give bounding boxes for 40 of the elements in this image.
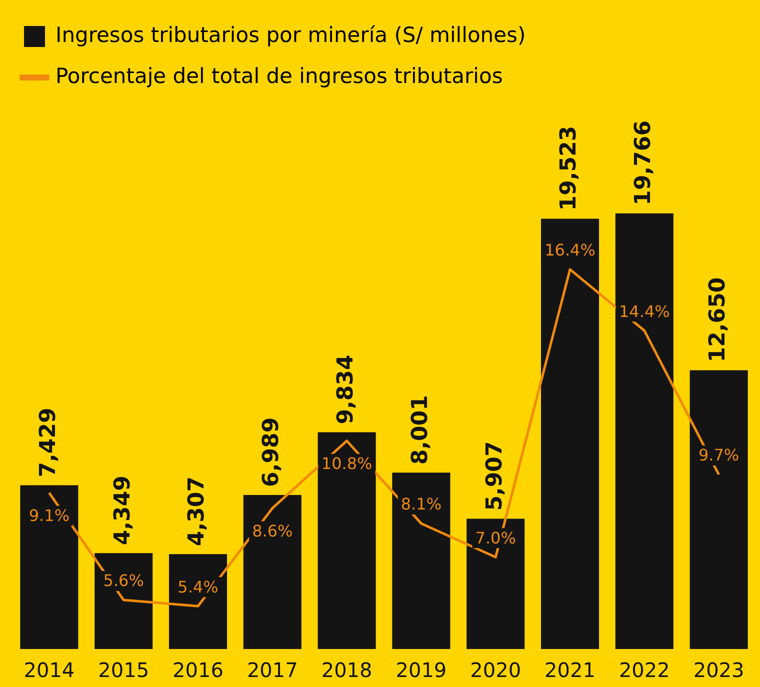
x-tick-label: 2019: [396, 658, 447, 682]
x-tick-label: 2014: [24, 658, 75, 682]
data-label: 6,989: [259, 417, 284, 487]
data-label: 9.1%: [28, 506, 70, 526]
bar: [318, 432, 376, 649]
data-label: 4,307: [184, 476, 210, 546]
data-label: 19,523: [556, 126, 582, 211]
data-label: 8,001: [408, 395, 433, 465]
data-label: 5.6%: [103, 571, 144, 590]
data-label: 5.4%: [178, 577, 218, 596]
data-label: 8.6%: [252, 521, 293, 540]
data-label: 12,650: [706, 277, 731, 362]
data-label: 19,766: [631, 120, 656, 206]
bar: [540, 218, 600, 649]
data-label: 4,349: [110, 476, 136, 546]
bar: [615, 213, 674, 649]
x-tick-label: 2018: [321, 658, 372, 682]
bar: [20, 485, 78, 649]
data-label: 10.8%: [321, 454, 372, 473]
data-label: 7,429: [36, 408, 61, 478]
data-label: 8.1%: [400, 494, 442, 514]
x-tick-label: 2017: [246, 658, 298, 682]
x-tick-label: 2023: [693, 658, 744, 682]
x-tick-label: 2020: [470, 658, 522, 682]
bar: [243, 494, 302, 649]
data-label: 9,834: [334, 354, 359, 424]
data-label: 14.4%: [618, 302, 670, 321]
legend-label: Porcentaje del total de ingresos tributarios: [56, 64, 503, 88]
legend-label: Ingresos tributarios por minería (S/ millones): [56, 22, 526, 47]
data-label: 16.4%: [544, 240, 596, 260]
bar: [690, 370, 748, 649]
x-tick-label: 2015: [98, 658, 150, 682]
data-label: 9.7%: [698, 446, 740, 465]
data-label: 5,907: [482, 441, 508, 511]
x-tick-label: 2022: [618, 658, 670, 682]
bar: [466, 518, 525, 649]
x-tick-label: 2016: [172, 658, 224, 682]
data-label: 7.0%: [475, 528, 516, 548]
bar: [392, 472, 450, 649]
x-tick-label: 2021: [544, 658, 596, 682]
